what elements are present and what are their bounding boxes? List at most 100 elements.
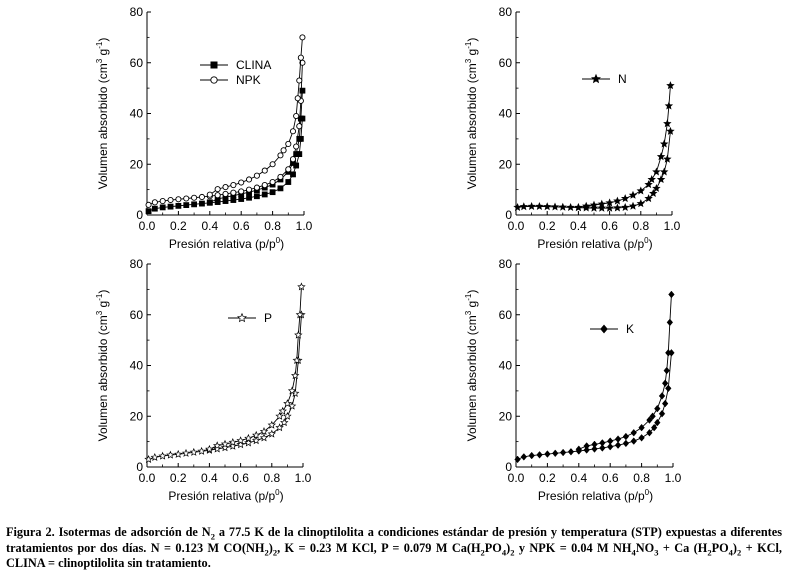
series-clina	[145, 87, 306, 215]
data-point-desorption	[599, 439, 606, 447]
data-point-adsorption	[656, 175, 666, 184]
data-point-adsorption	[158, 451, 167, 460]
data-point-adsorption	[607, 442, 614, 451]
data-point-desorption	[630, 428, 637, 437]
data-point-adsorption	[620, 202, 630, 211]
x-axis-label-sup: 0	[275, 488, 280, 497]
y-axis-label-mid: g	[465, 49, 479, 59]
data-point-desorption	[287, 386, 297, 395]
x-axis-label-sup: 0	[644, 236, 649, 245]
series-line-desorption	[209, 286, 302, 450]
x-tick-label: 0.2	[539, 219, 556, 233]
y-tick-label: 60	[499, 56, 513, 70]
x-axis-label-sup: 0	[276, 236, 281, 245]
x-axis-label-main: Presión relativa (p/p	[537, 237, 644, 251]
series-line-adsorption	[148, 314, 302, 460]
data-point-adsorption	[173, 449, 183, 458]
data-point-desorption	[296, 77, 303, 84]
data-point-desorption	[636, 186, 646, 195]
data-point-desorption	[661, 379, 669, 388]
x-tick-label: 0.0	[139, 471, 156, 485]
data-point-desorption	[652, 167, 661, 176]
legend-marker	[210, 61, 218, 69]
figure: 0 20 40 60 80 0.0 0.2 0.4 0.6 0.8 1.0 Presión relat…	[95, 5, 682, 503]
data-point-adsorption	[212, 444, 222, 453]
data-point-adsorption	[166, 450, 175, 459]
data-point-desorption	[290, 371, 300, 380]
x-tick-label: 0.4	[570, 219, 587, 233]
y-axis-label-sup2: -1	[95, 41, 104, 49]
y-tick-label: 40	[130, 107, 144, 121]
data-point-desorption	[664, 101, 674, 110]
data-point-adsorption	[191, 201, 197, 208]
data-point-adsorption	[597, 203, 607, 212]
data-point-desorption	[644, 180, 653, 189]
x-tick-label: 0.0	[139, 219, 156, 233]
legend-label: CLINA	[236, 58, 271, 72]
data-point-adsorption	[646, 428, 653, 437]
legend-marker	[591, 73, 601, 84]
y-tick-label: 20	[130, 409, 144, 423]
data-point-desorption	[297, 54, 304, 61]
data-point-adsorption	[175, 202, 182, 209]
data-point-adsorption	[145, 201, 152, 208]
x-axis-label-sup: 0	[645, 488, 650, 497]
data-point-adsorption	[189, 447, 199, 456]
figure-svg: 0 20 40 60 80 0.0 0.2 0.4 0.6 0.8 1.0 Presión relat…	[95, 5, 682, 503]
data-point-adsorption	[181, 448, 191, 457]
series-n	[513, 81, 675, 212]
data-point-adsorption	[228, 441, 238, 450]
y-tick-label: 0	[505, 208, 512, 222]
data-point-adsorption	[638, 434, 645, 442]
data-point-desorption	[665, 349, 672, 357]
legend-marker	[237, 312, 247, 323]
data-point-adsorption	[514, 455, 521, 464]
y-axis-label-main: Volumen absorbido (cm	[96, 63, 110, 189]
y-axis-label: Volumen absorbido (cm3 g-1)	[95, 290, 110, 442]
data-point-adsorption	[663, 154, 672, 163]
data-point-adsorption	[652, 183, 661, 192]
y-axis-label-sup1: 3	[95, 310, 104, 315]
data-point-desorption	[267, 420, 277, 429]
data-point-adsorption	[238, 188, 245, 195]
data-point-desorption	[605, 198, 614, 207]
data-point-adsorption	[296, 123, 303, 130]
y-tick-label: 40	[499, 359, 513, 373]
data-point-desorption	[663, 366, 670, 375]
data-point-desorption	[236, 436, 245, 445]
legend-label: K	[626, 322, 634, 336]
data-point-desorption	[220, 439, 230, 448]
data-point-desorption	[614, 435, 622, 443]
data-point-desorption	[663, 119, 672, 128]
data-point-adsorption	[542, 202, 552, 211]
y-tick-label: 40	[499, 107, 513, 121]
data-point-desorption	[269, 161, 276, 168]
y-tick-label: 60	[130, 308, 144, 322]
data-point-adsorption	[175, 196, 182, 203]
x-tick-label: 1.0	[665, 471, 682, 485]
data-point-desorption	[589, 200, 599, 209]
x-axis-label-end: )	[649, 237, 653, 251]
data-point-adsorption	[280, 418, 289, 427]
x-tick-label: 1.0	[664, 219, 681, 233]
legend-marker	[600, 324, 608, 334]
y-tick-label: 60	[499, 308, 513, 322]
data-point-desorption	[583, 442, 590, 450]
y-tick-label: 0	[505, 460, 512, 474]
data-point-adsorption	[605, 203, 614, 212]
x-axis-label: Presión relativa (p/p0)	[538, 488, 653, 503]
data-point-adsorption	[167, 203, 174, 210]
data-point-desorption	[230, 182, 237, 189]
data-point-adsorption	[520, 453, 528, 461]
data-point-desorption	[292, 356, 301, 364]
data-point-adsorption	[544, 450, 551, 458]
x-tick-label: 0.4	[570, 471, 587, 485]
data-point-adsorption	[275, 423, 284, 432]
data-point-desorption	[628, 190, 638, 199]
data-point-adsorption	[267, 429, 277, 438]
x-tick-label: 0.2	[539, 471, 556, 485]
data-point-adsorption	[528, 451, 535, 460]
data-point-desorption	[649, 412, 656, 421]
data-point-desorption	[283, 399, 292, 408]
legend-label: P	[264, 311, 272, 325]
